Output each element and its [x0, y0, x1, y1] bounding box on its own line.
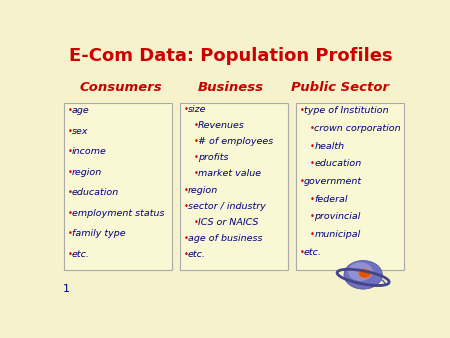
Text: ICS or NAICS: ICS or NAICS [198, 218, 259, 227]
Text: •: • [68, 229, 72, 238]
Text: •: • [184, 250, 189, 259]
Text: •: • [310, 124, 315, 133]
Text: •: • [300, 247, 305, 257]
Text: federal: federal [314, 195, 348, 203]
Text: market value: market value [198, 169, 261, 178]
Text: sex: sex [72, 127, 88, 136]
Text: provincial: provincial [314, 212, 361, 221]
Text: size: size [188, 105, 206, 114]
Text: sector / industry: sector / industry [188, 202, 266, 211]
Text: education: education [72, 188, 119, 197]
Text: etc.: etc. [188, 250, 206, 259]
Text: E-Com Data: Population Profiles: E-Com Data: Population Profiles [69, 47, 392, 65]
Text: government: government [304, 177, 362, 186]
Text: •: • [68, 209, 72, 218]
Text: •: • [68, 106, 72, 115]
Circle shape [359, 269, 371, 278]
Text: crown corporation: crown corporation [314, 124, 401, 133]
Circle shape [344, 261, 382, 289]
Text: •: • [184, 202, 189, 211]
Text: municipal: municipal [314, 230, 360, 239]
Text: •: • [300, 106, 305, 115]
Text: type of Institution: type of Institution [304, 106, 388, 115]
Text: •: • [310, 195, 315, 203]
Text: •: • [310, 159, 315, 168]
Text: Public Sector: Public Sector [292, 81, 390, 94]
FancyBboxPatch shape [296, 103, 404, 270]
Text: age of business: age of business [188, 234, 262, 243]
Text: health: health [314, 142, 344, 151]
FancyBboxPatch shape [64, 103, 172, 270]
Text: •: • [184, 186, 189, 195]
Text: •: • [194, 153, 199, 162]
Text: •: • [68, 127, 72, 136]
Text: •: • [194, 121, 199, 130]
Text: region: region [188, 186, 218, 195]
Text: etc.: etc. [72, 250, 90, 259]
Text: •: • [310, 142, 315, 151]
Text: etc.: etc. [304, 247, 322, 257]
Text: •: • [194, 169, 199, 178]
Text: •: • [184, 234, 189, 243]
Text: •: • [310, 212, 315, 221]
Text: •: • [300, 177, 305, 186]
Text: profits: profits [198, 153, 229, 162]
Text: •: • [68, 147, 72, 156]
Text: employment status: employment status [72, 209, 164, 218]
Text: age: age [72, 106, 90, 115]
Text: •: • [184, 105, 189, 114]
Text: •: • [68, 168, 72, 177]
Text: •: • [194, 137, 199, 146]
Text: Revenues: Revenues [198, 121, 245, 130]
Text: family type: family type [72, 229, 125, 238]
Text: •: • [68, 250, 72, 259]
Text: •: • [68, 188, 72, 197]
Text: education: education [314, 159, 362, 168]
Text: 1: 1 [63, 284, 70, 294]
Text: region: region [72, 168, 102, 177]
Text: •: • [310, 230, 315, 239]
Text: income: income [72, 147, 107, 156]
FancyBboxPatch shape [180, 103, 288, 270]
Text: Consumers: Consumers [80, 81, 162, 94]
Text: Business: Business [198, 81, 264, 94]
Text: •: • [194, 218, 199, 227]
Text: # of employees: # of employees [198, 137, 274, 146]
Circle shape [348, 262, 373, 281]
